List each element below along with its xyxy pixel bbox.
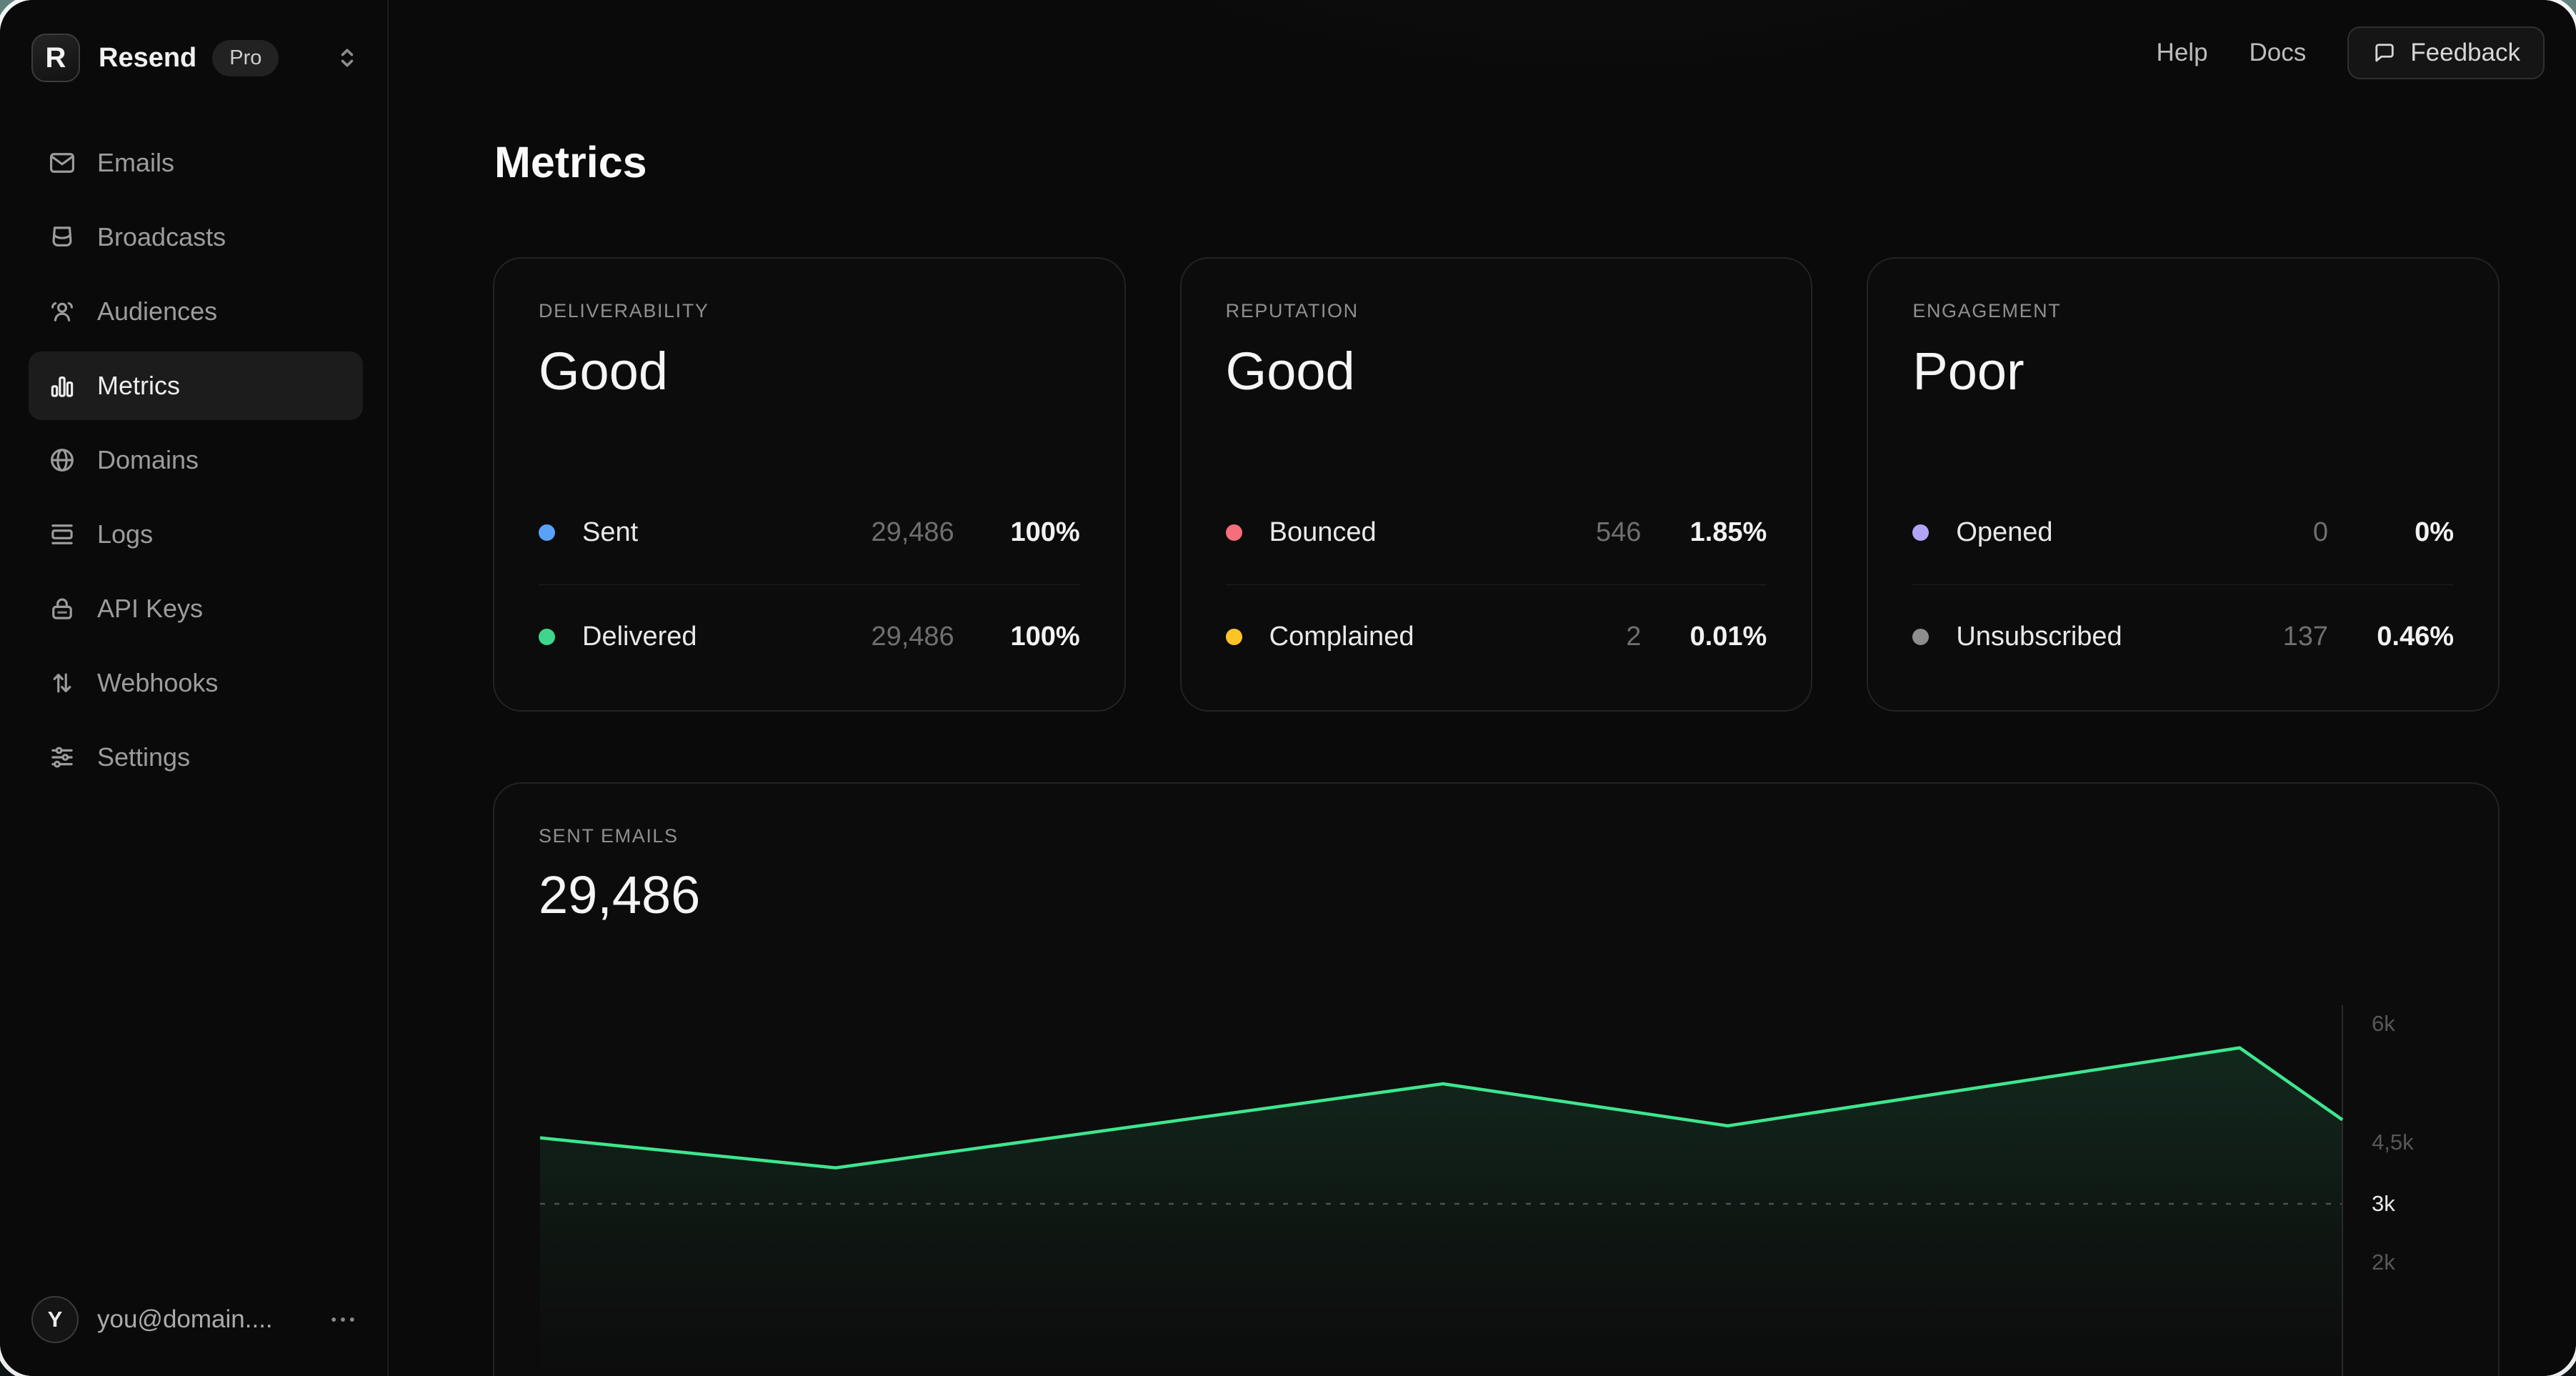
avatar-initial: Y [47,1307,63,1332]
y-tick: 4,5k [2372,1130,2414,1155]
avatar: Y [31,1296,79,1343]
arrows-up-down-icon [53,673,71,693]
stat-row-opened: Opened 0 0% [1912,480,2454,584]
sidebar-item-label: Logs [97,519,154,549]
stat-name: Delivered [582,622,697,652]
top-bar: Help Docs Feedback [2157,0,2576,106]
stat-value: 0 [2312,517,2329,547]
sidebar-item-label: Settings [97,742,191,772]
legend-dot [1912,629,1929,645]
legend-dot [1912,524,1929,541]
card-label: ENGAGEMENT [1912,300,2062,321]
logs-icon [51,524,73,544]
sidebar-item-label: Emails [97,148,175,177]
stat-value: 2 [1626,622,1642,652]
stat-percent: 100% [1010,517,1080,547]
more-options-icon[interactable] [327,1304,359,1335]
logo-letter: R [45,41,66,74]
card-label: DELIVERABILITY [539,300,709,321]
sidebar-item-logs[interactable]: Logs [29,500,363,569]
inbox-icon [52,226,72,246]
feedback-bubble-icon [2375,44,2394,62]
feedback-button[interactable]: Feedback [2347,26,2545,79]
sliders-icon [51,747,73,768]
legend-dot [539,524,555,541]
sidebar-item-webhooks[interactable]: Webhooks [29,649,363,717]
sent-emails-chart: 6k 4,5k 3k 2k [540,1005,2433,1376]
lock-icon [52,598,72,619]
stat-percent: 0.46% [2377,622,2455,652]
stat-row-complained: Complained 2 0.01% [1225,584,1767,689]
sidebar-item-metrics[interactable]: Metrics [29,352,363,420]
stat-name: Unsubscribed [1956,622,2122,652]
stat-value: 29,486 [871,517,954,547]
plan-badge: Pro [212,39,279,76]
card-reputation: REPUTATION Good Bounced 546 1.85% Compla… [1179,257,1813,712]
sidebar-item-audiences[interactable]: Audiences [29,277,363,346]
y-tick: 2k [2372,1250,2395,1275]
y-tick: 3k [2372,1191,2395,1216]
sidebar-item-domains[interactable]: Domains [29,426,363,494]
resend-logo: R [31,34,80,82]
legend-dot [1225,629,1242,645]
stat-name: Sent [582,517,639,547]
chart-title: SENT EMAILS [539,825,679,847]
main-content: Help Docs Feedback Metrics DELIVERABILIT… [389,0,2576,1376]
stat-cards: DELIVERABILITY Good Sent 29,486 100% Del… [493,257,2500,712]
sidebar: R Resend Pro Emails Broadcasts Audiences [0,0,389,1376]
stat-value: 29,486 [871,622,954,652]
area-chart [540,1005,2344,1376]
sidebar-item-label: Broadcasts [97,222,226,251]
sidebar-item-label: Domains [97,445,199,474]
card-status: Good [1225,341,1355,401]
sidebar-item-label: API Keys [97,594,204,623]
sidebar-item-label: Metrics [97,371,180,400]
sidebar-item-emails[interactable]: Emails [29,129,363,197]
stat-percent: 100% [1010,622,1080,652]
stat-percent: 0% [2415,517,2455,547]
stat-value: 546 [1595,517,1642,547]
stat-percent: 1.85% [1689,517,1767,547]
card-label: REPUTATION [1225,300,1359,321]
chevron-up-down-icon[interactable] [331,42,363,74]
users-icon [51,301,74,321]
stat-value: 137 [2282,622,2329,652]
chart-total: 29,486 [539,865,701,924]
sidebar-item-label: Webhooks [97,668,219,697]
card-deliverability: DELIVERABILITY Good Sent 29,486 100% Del… [493,257,1126,712]
sidebar-item-api-keys[interactable]: API Keys [29,574,363,643]
sidebar-nav: Emails Broadcasts Audiences Metrics Doma… [29,129,363,792]
bar-chart-icon [51,377,74,397]
globe-icon [51,449,74,472]
card-engagement: ENGAGEMENT Poor Opened 0 0% Unsubscribed… [1867,257,2500,712]
sidebar-item-settings[interactable]: Settings [29,723,363,792]
mail-icon [50,153,74,173]
sent-emails-card: SENT EMAILS 29,486 6k 4,5k 3k 2k [493,782,2500,1376]
help-link[interactable]: Help [2156,39,2208,66]
user-account[interactable]: Y you@domain.... [0,1296,387,1376]
card-status: Good [539,341,669,401]
stat-row-bounced: Bounced 546 1.85% [1225,480,1767,584]
stat-row-delivered: Delivered 29,486 100% [539,584,1080,689]
y-tick: 6k [2372,1011,2395,1036]
legend-dot [1225,524,1242,541]
feedback-label: Feedback [2410,39,2520,66]
workspace-name: Resend [99,42,197,73]
legend-dot [539,629,555,645]
sidebar-item-label: Audiences [97,296,218,326]
stat-name: Complained [1269,622,1414,652]
stat-row-unsubscribed: Unsubscribed 137 0.46% [1912,584,2455,689]
stat-name: Opened [1956,517,2053,547]
sidebar-item-broadcasts[interactable]: Broadcasts [29,203,363,271]
stat-percent: 0.01% [1689,622,1767,652]
card-status: Poor [1912,341,2025,401]
page-title: Metrics [494,138,647,186]
workspace-switcher[interactable]: R Resend Pro [31,30,363,86]
user-email: you@domain.... [97,1305,273,1333]
docs-link[interactable]: Docs [2249,39,2307,66]
stat-name: Bounced [1269,517,1377,547]
stat-row-sent: Sent 29,486 100% [539,480,1080,584]
